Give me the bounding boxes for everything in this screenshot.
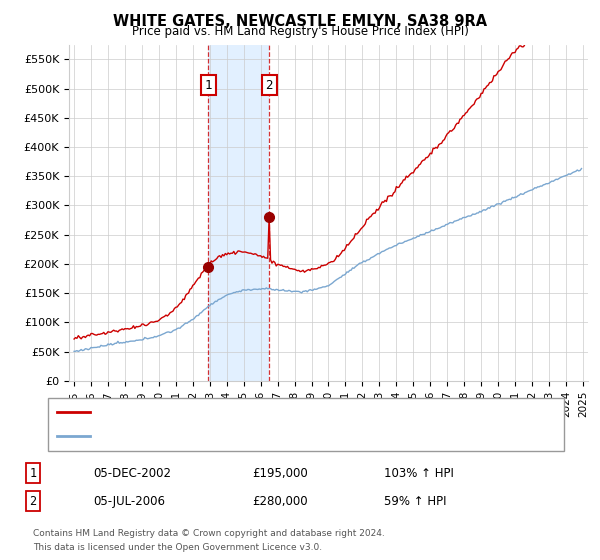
Text: 2: 2 bbox=[265, 78, 273, 92]
Text: WHITE GATES, NEWCASTLE EMLYN, SA38 9RA (detached house): WHITE GATES, NEWCASTLE EMLYN, SA38 9RA (… bbox=[96, 408, 427, 418]
Text: 2: 2 bbox=[29, 494, 37, 508]
Text: 59% ↑ HPI: 59% ↑ HPI bbox=[384, 494, 446, 508]
Text: 1: 1 bbox=[205, 78, 212, 92]
Text: HPI: Average price, detached house, Carmarthenshire: HPI: Average price, detached house, Carm… bbox=[96, 431, 377, 441]
Text: 103% ↑ HPI: 103% ↑ HPI bbox=[384, 466, 454, 480]
Bar bbox=[208, 45, 269, 381]
Text: Price paid vs. HM Land Registry's House Price Index (HPI): Price paid vs. HM Land Registry's House … bbox=[131, 25, 469, 38]
Text: £195,000: £195,000 bbox=[252, 466, 308, 480]
Text: This data is licensed under the Open Government Licence v3.0.: This data is licensed under the Open Gov… bbox=[33, 543, 322, 552]
Text: Contains HM Land Registry data © Crown copyright and database right 2024.: Contains HM Land Registry data © Crown c… bbox=[33, 529, 385, 538]
Text: 05-DEC-2002: 05-DEC-2002 bbox=[93, 466, 171, 480]
Text: 1: 1 bbox=[29, 466, 37, 480]
Text: WHITE GATES, NEWCASTLE EMLYN, SA38 9RA: WHITE GATES, NEWCASTLE EMLYN, SA38 9RA bbox=[113, 14, 487, 29]
Text: £280,000: £280,000 bbox=[252, 494, 308, 508]
Text: 05-JUL-2006: 05-JUL-2006 bbox=[93, 494, 165, 508]
